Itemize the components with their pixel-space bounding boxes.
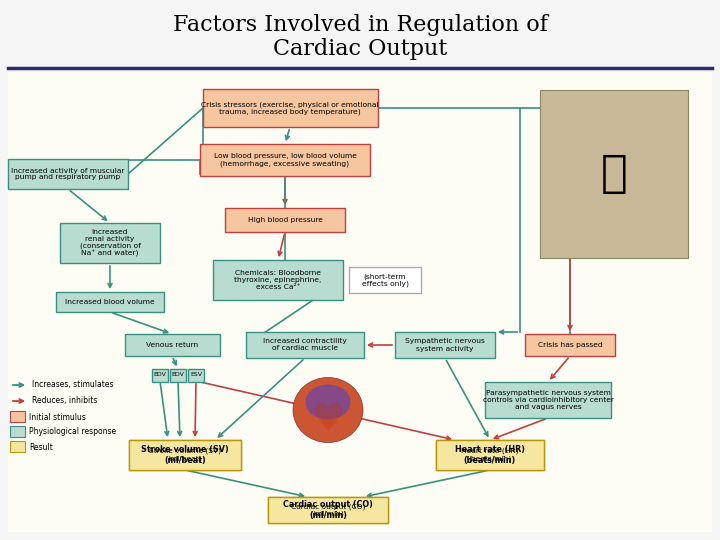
Text: Parasympathetic nervous system
controls via cardioinhibitory center
and vagus ne: Parasympathetic nervous system controls … [482,390,613,410]
FancyBboxPatch shape [170,368,186,381]
FancyBboxPatch shape [10,441,25,452]
Text: Factors Involved in Regulation of: Factors Involved in Regulation of [173,14,547,36]
Text: Result: Result [29,442,53,451]
Text: Low blood pressure, low blood volume
(hemorrhage, excessive sweating): Low blood pressure, low blood volume (he… [214,153,356,167]
Text: Chemicals: Bloodborne
thyroxine, epinephrine,
excess Ca²⁺: Chemicals: Bloodborne thyroxine, epineph… [234,270,322,290]
FancyBboxPatch shape [125,334,220,356]
Text: Increased
renal activity
(conservation of
Na⁺ and water): Increased renal activity (conservation o… [80,228,140,258]
Text: Increases, stimulates: Increases, stimulates [32,381,114,389]
Text: EDV: EDV [153,373,166,377]
Text: Reduces, inhibits: Reduces, inhibits [32,396,97,406]
FancyBboxPatch shape [56,292,164,312]
Text: Sympathetic nervous
system activity: Sympathetic nervous system activity [405,339,485,352]
Text: Initial stimulus: Initial stimulus [29,413,86,422]
Text: High blood pressure: High blood pressure [248,217,323,223]
FancyBboxPatch shape [10,411,25,422]
FancyBboxPatch shape [60,223,160,263]
FancyBboxPatch shape [436,440,544,470]
FancyBboxPatch shape [202,89,377,127]
Text: Increased blood volume: Increased blood volume [66,299,155,305]
FancyBboxPatch shape [349,267,421,293]
FancyBboxPatch shape [129,440,241,470]
Ellipse shape [305,384,351,420]
Text: 🏃: 🏃 [600,152,627,195]
FancyBboxPatch shape [8,159,128,189]
Text: EDV: EDV [171,373,184,377]
Text: Cardiac Output: Cardiac Output [273,38,447,60]
FancyBboxPatch shape [188,368,204,381]
Text: Heart rate (HR)
(beats/min): Heart rate (HR) (beats/min) [455,446,525,465]
FancyBboxPatch shape [246,332,364,358]
FancyBboxPatch shape [540,90,688,258]
FancyBboxPatch shape [8,72,712,532]
FancyBboxPatch shape [525,334,615,356]
FancyBboxPatch shape [213,260,343,300]
FancyBboxPatch shape [200,144,370,176]
FancyBboxPatch shape [10,426,25,437]
FancyBboxPatch shape [395,332,495,358]
Text: Physiological response: Physiological response [29,428,116,436]
Text: Crisis has passed: Crisis has passed [538,342,603,348]
FancyBboxPatch shape [268,497,388,523]
FancyBboxPatch shape [436,440,544,470]
FancyBboxPatch shape [225,208,345,232]
FancyBboxPatch shape [485,382,611,418]
Text: ♥: ♥ [310,401,346,439]
FancyBboxPatch shape [268,497,388,523]
Text: Heart rate (HR)
(beats/min): Heart rate (HR) (beats/min) [462,448,519,462]
Text: Cardiac output (CO)
(ml/min): Cardiac output (CO) (ml/min) [283,500,373,519]
FancyBboxPatch shape [152,368,168,381]
Text: Cardiac output (CO)
(ml/min): Cardiac output (CO) (ml/min) [291,503,365,517]
Ellipse shape [293,377,363,442]
FancyBboxPatch shape [129,440,241,470]
Text: Stroke volume (SV)
(ml/beat): Stroke volume (SV) (ml/beat) [149,448,221,462]
Text: Venous return: Venous return [146,342,198,348]
Text: Crisis stressors (exercise, physical or emotional
trauma, increased body tempera: Crisis stressors (exercise, physical or … [201,101,379,115]
Text: Increased activity of muscular
pump and respiratory pump: Increased activity of muscular pump and … [12,167,125,180]
Text: ESV: ESV [190,373,202,377]
Text: Increased contractility
of cardiac muscle: Increased contractility of cardiac muscl… [263,339,347,352]
Text: (short-term
effects only): (short-term effects only) [361,273,408,287]
Text: Stroke volume (SV)
(ml/beat): Stroke volume (SV) (ml/beat) [141,446,229,465]
